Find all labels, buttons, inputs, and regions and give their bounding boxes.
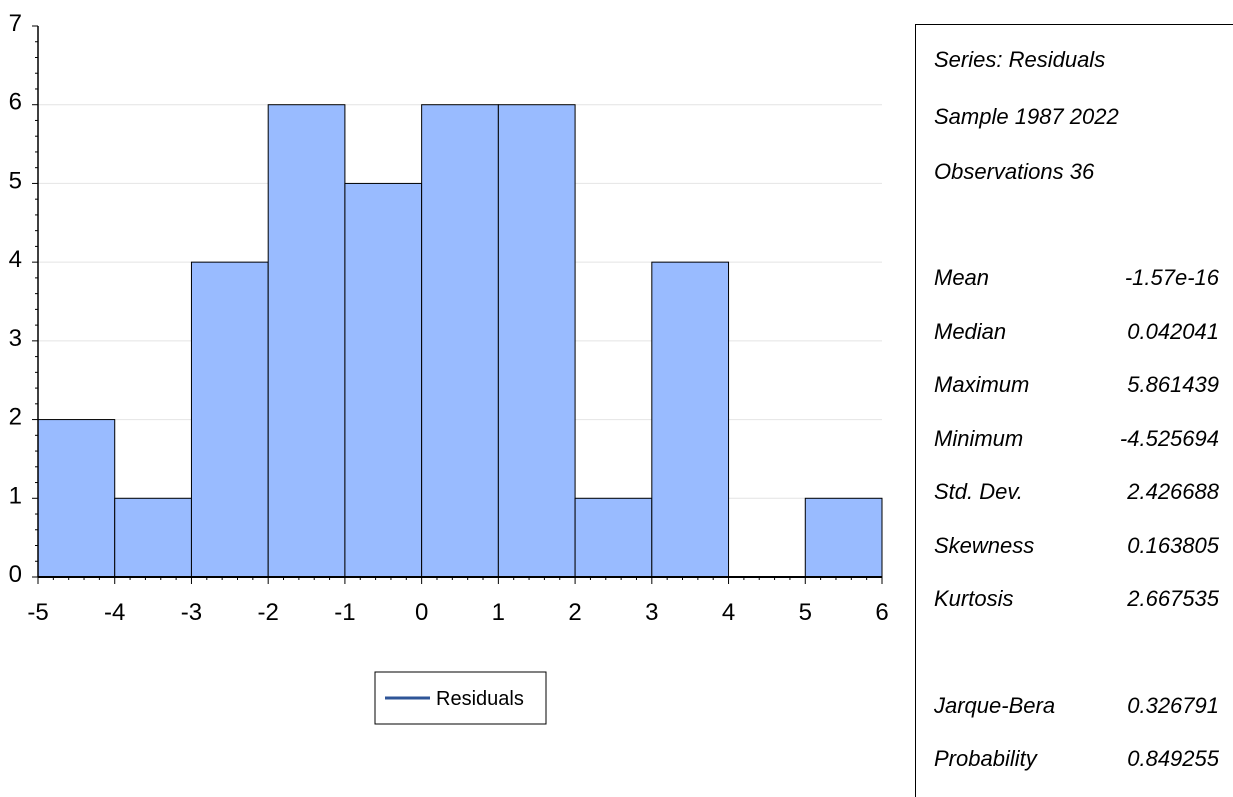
- stat-label: Probability: [934, 746, 1037, 771]
- histogram-bars: [37, 104, 883, 578]
- stat-value: 2.667535: [1127, 586, 1219, 611]
- histogram-bar: [804, 497, 883, 578]
- y-tick-label: 3: [9, 325, 22, 352]
- stat-row-median: Median 0.042041: [934, 319, 1219, 349]
- x-tick-label: -2: [258, 599, 279, 626]
- stat-label: Median: [934, 319, 1007, 344]
- histogram-bar: [267, 104, 346, 578]
- stat-label: Minimum: [934, 426, 1024, 451]
- stat-row-skewness: Skewness 0.163805: [934, 533, 1219, 563]
- stat-row-kurtosis: Kurtosis 2.667535: [934, 586, 1219, 616]
- histogram-bar: [344, 182, 423, 578]
- x-tick-label: 5: [799, 599, 812, 626]
- y-tick-label: 4: [9, 246, 22, 273]
- histogram-bar: [651, 261, 730, 578]
- x-tick-label: 4: [722, 599, 735, 626]
- y-tick-label: 6: [9, 89, 22, 116]
- sample-range: Sample 1987 2022: [934, 104, 1119, 129]
- x-tick-label: 1: [492, 599, 505, 626]
- x-tick-label: -3: [181, 599, 202, 626]
- x-tick-label: -5: [27, 599, 48, 626]
- stat-label: Kurtosis: [934, 586, 1014, 611]
- stat-label: Std. Dev.: [934, 479, 1023, 504]
- stat-label: Jarque-Bera: [934, 693, 1056, 718]
- histogram-bar: [421, 104, 499, 578]
- statistics-panel: Series: Residuals Sample 1987 2022 Obser…: [915, 24, 1233, 797]
- stat-value: -1.57e-16: [1124, 265, 1219, 290]
- stat-label: Skewness: [934, 533, 1035, 558]
- stat-value: 0.326791: [1127, 693, 1219, 718]
- histogram-bar: [37, 419, 116, 578]
- x-tick-label: 6: [875, 599, 888, 626]
- stat-value: 0.163805: [1127, 533, 1219, 558]
- stat-row-probability: Probability 0.849255: [934, 746, 1219, 776]
- stat-label: Maximum: [934, 372, 1030, 397]
- histogram-bar: [190, 261, 269, 578]
- histogram-bar: [114, 497, 192, 578]
- legend-label: Residuals: [436, 688, 524, 710]
- observations-count: Observations 36: [934, 159, 1095, 184]
- y-tick-label: 5: [9, 167, 22, 194]
- stat-row-jarque-bera: Jarque-Bera 0.326791: [934, 693, 1219, 723]
- y-tick-label: 2: [9, 404, 22, 431]
- stat-row-maximum: Maximum 5.861439: [934, 372, 1219, 402]
- stat-row-minimum: Minimum -4.525694: [934, 426, 1219, 456]
- histogram-bar: [574, 497, 653, 578]
- x-tick-label: -1: [334, 599, 355, 626]
- y-tick-label: 0: [9, 561, 22, 588]
- stat-label: Mean: [934, 265, 990, 290]
- y-tick-label: 1: [9, 482, 22, 509]
- y-tick-label: 7: [9, 10, 22, 37]
- histogram-chart: 0 1 2 3 4 5 6 7 -5 -4 -3 -2 -1 0 1 2 3 4 5 6 Residuals: [9, 10, 889, 725]
- stat-value: -4.525694: [1119, 426, 1219, 451]
- legend: Residuals: [374, 671, 547, 725]
- stat-value: 0.042041: [1127, 319, 1219, 344]
- axes: [32, 25, 883, 584]
- stat-row-mean: Mean -1.57e-16: [934, 265, 1219, 295]
- x-tick-label: 3: [645, 599, 658, 626]
- stat-value: 2.426688: [1127, 479, 1219, 504]
- stat-value: 0.849255: [1127, 746, 1219, 771]
- histogram-bar: [497, 104, 576, 578]
- x-tick-label: -4: [104, 599, 125, 626]
- tick-labels: 0 1 2 3 4 5 6 7 -5 -4 -3 -2 -1 0 1 2 3 4 5 6: [9, 10, 889, 626]
- stat-value: 5.861439: [1127, 372, 1219, 397]
- stat-row-std-dev: Std. Dev. 2.426688: [934, 479, 1219, 509]
- series-name: Series: Residuals: [934, 47, 1106, 72]
- x-tick-label: 0: [415, 599, 428, 626]
- x-tick-label: 2: [568, 599, 581, 626]
